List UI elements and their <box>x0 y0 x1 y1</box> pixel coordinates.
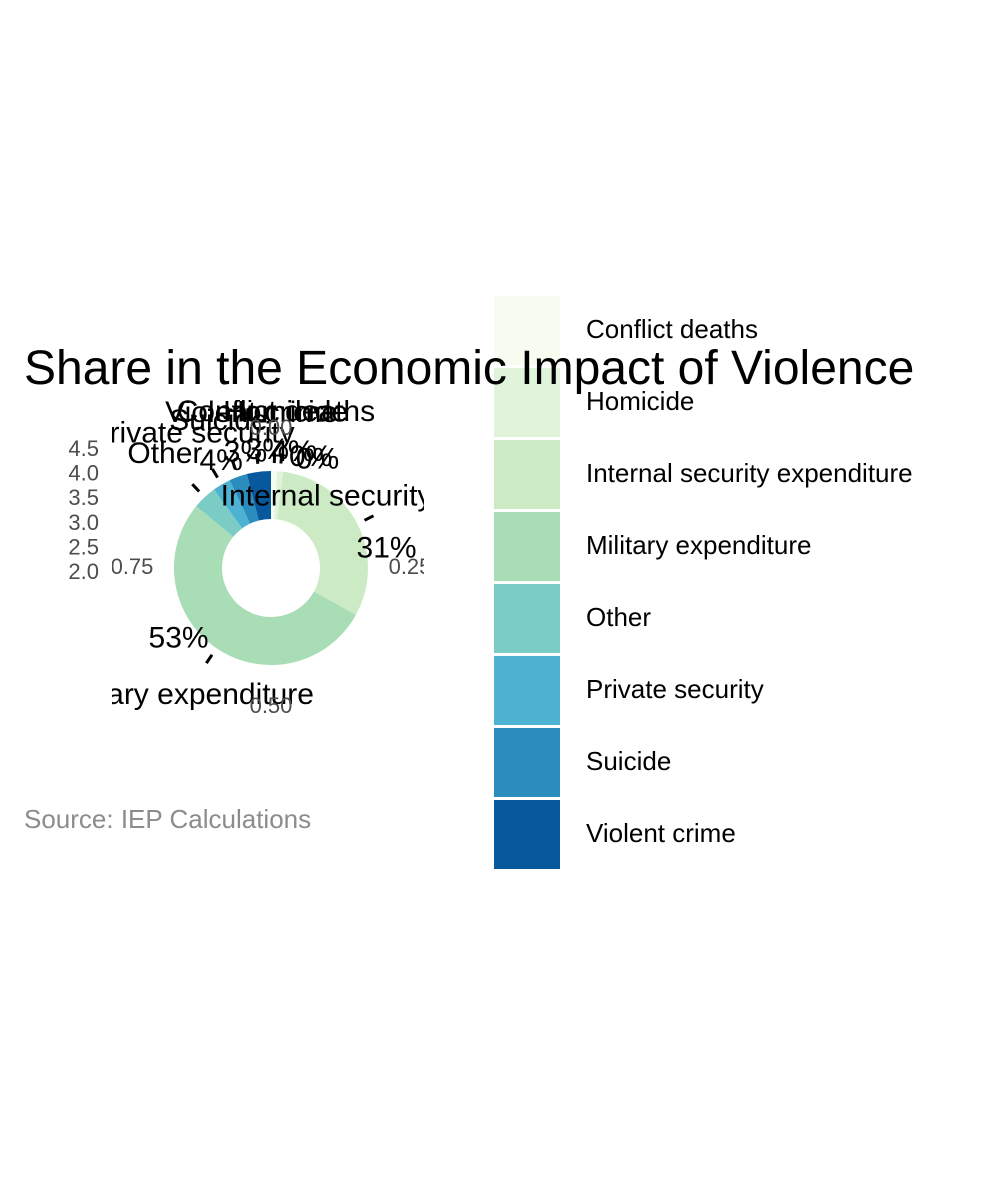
slice-name-label: Violent crime <box>165 396 338 429</box>
legend-label: Other <box>586 602 651 632</box>
legend-swatch <box>494 584 560 653</box>
legend-swatch <box>494 512 560 581</box>
legend-label: Suicide <box>586 746 671 776</box>
slice <box>274 471 284 520</box>
leader-line <box>191 483 201 493</box>
legend-label: Conflict deaths <box>586 314 758 344</box>
slice <box>173 506 357 666</box>
slice-name-label: Military expenditure <box>54 678 314 711</box>
angle-tick-label: 0.00 <box>250 415 293 440</box>
donut-slices <box>173 471 369 666</box>
leader-line <box>230 459 237 470</box>
legend-label: Private security <box>586 674 764 704</box>
radius-tick-label: 3.5 <box>68 485 99 510</box>
slice-percent-label: 4% <box>271 435 314 468</box>
legend-swatch <box>494 656 560 725</box>
slice-percent-label: 31% <box>357 532 417 565</box>
slice-percent-label: 3% <box>246 433 289 466</box>
slice <box>277 471 369 615</box>
legend-swatch <box>494 440 560 509</box>
legend-swatch <box>494 800 560 869</box>
slice-percent-label: 0% <box>289 440 332 473</box>
label-leaders <box>191 453 375 664</box>
slice-percent-label: 3% <box>224 436 267 469</box>
angle-tick-labels: 0.00 0.25 0.50 0.75 <box>111 415 432 718</box>
legend-swatch <box>494 368 560 437</box>
slice-name-label: Conflict deaths <box>177 395 375 428</box>
slice-name-label: Homicide <box>223 396 348 429</box>
legend-swatch <box>494 296 560 365</box>
angle-tick-label: 0.75 <box>111 554 154 579</box>
angle-tick-label: 0.50 <box>250 693 293 718</box>
leader-line <box>211 468 219 479</box>
legend-label: Violent crime <box>586 818 736 848</box>
legend-label: Military expenditure <box>586 530 811 560</box>
slice-percent-label: 4% <box>200 444 243 477</box>
slice-percent-label: 53% <box>149 622 209 655</box>
radius-tick-label: 3.0 <box>68 510 99 535</box>
slice-name-label: Suicide <box>169 404 267 437</box>
slice <box>196 489 243 537</box>
slice-name-label: Other <box>127 437 202 470</box>
radius-tick-label: 4.5 <box>68 436 99 461</box>
angle-tick-label: 0.25 <box>389 554 432 579</box>
slice-percent-labels: 0%0% 31% 53% 4%3%3%4% <box>149 433 417 655</box>
radius-tick-label: 2.0 <box>68 559 99 584</box>
leader-line <box>363 514 375 522</box>
legend: Conflict deaths Homicide Internal security… <box>494 296 913 869</box>
chart-caption: Source: IEP Calculations <box>24 804 311 834</box>
legend-label: Homicide <box>586 386 694 416</box>
radius-tick-labels: 2.02.53.03.54.04.5 <box>68 436 99 584</box>
slice <box>229 474 259 524</box>
radius-tick-label: 4.0 <box>68 461 99 486</box>
leader-line <box>279 453 284 464</box>
leader-line <box>255 453 260 465</box>
slice <box>246 471 271 521</box>
slice-name-label: Internal security expenditure <box>221 480 598 513</box>
slice-percent-label: 0% <box>296 443 339 476</box>
leader-line <box>205 654 214 664</box>
slice-name-label: Private security <box>90 417 295 450</box>
slice <box>213 480 251 529</box>
legend-swatch <box>494 728 560 797</box>
chart-title: Share in the Economic Impact of Violence <box>24 342 914 395</box>
legend-label: Internal security expenditure <box>586 458 913 488</box>
slice <box>271 471 278 520</box>
radius-tick-label: 2.5 <box>68 534 99 559</box>
